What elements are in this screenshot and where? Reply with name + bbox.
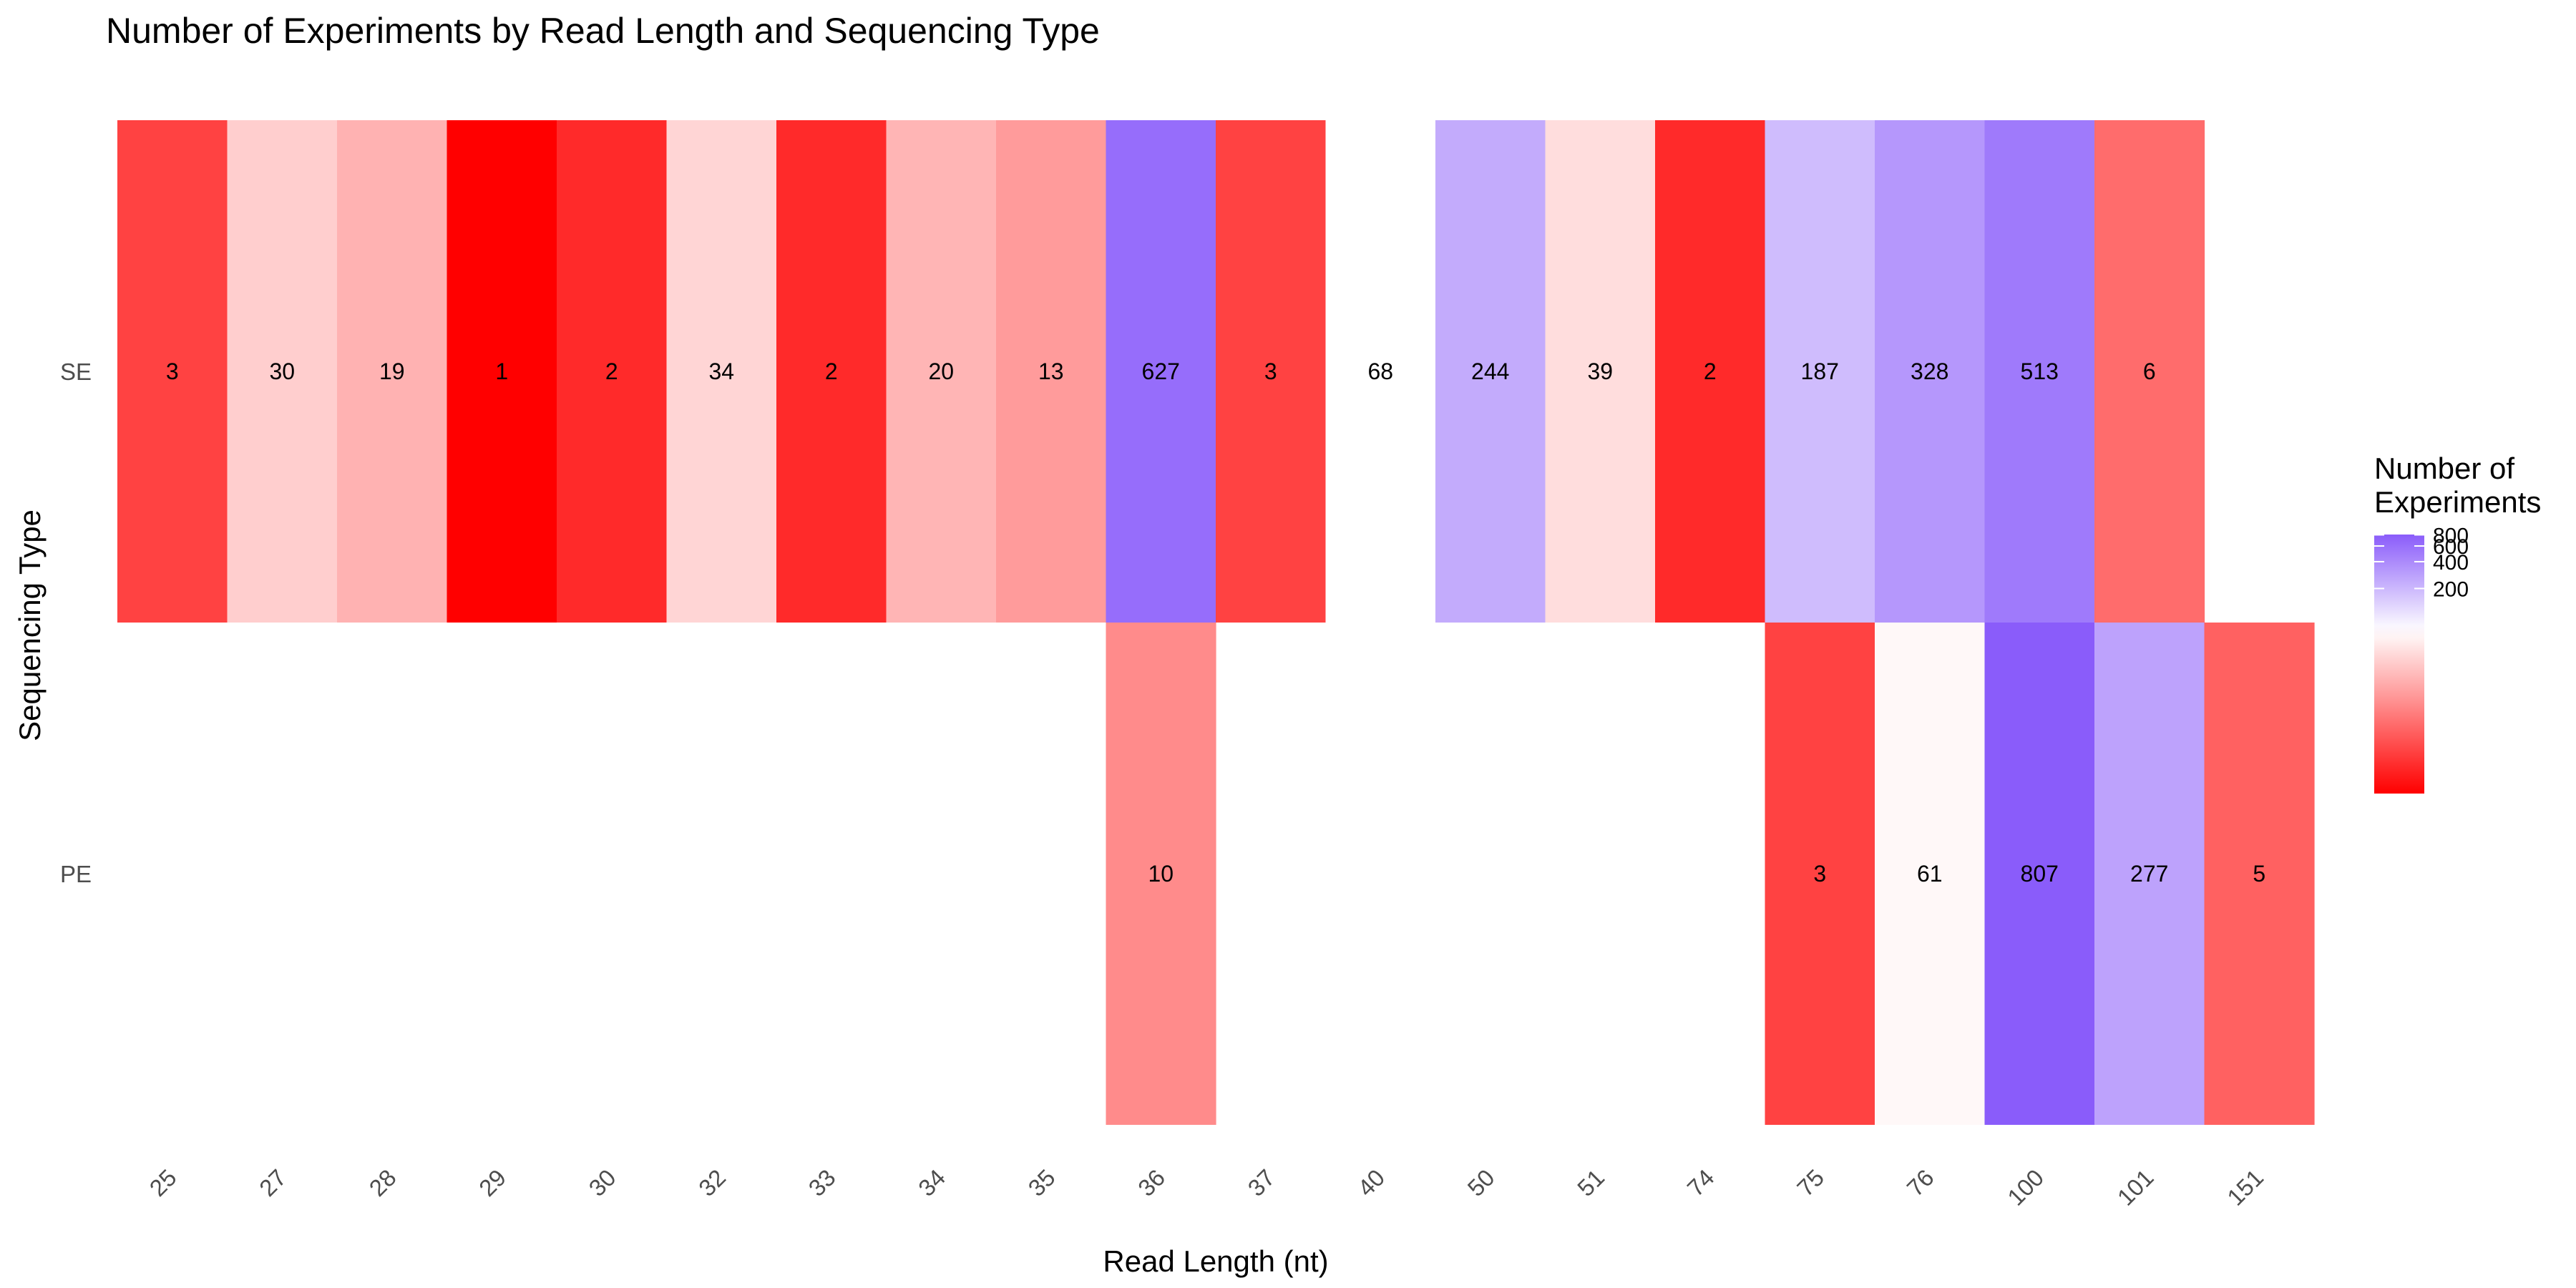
legend-colorbar — [2374, 535, 2424, 794]
heatmap-cell — [1216, 120, 1327, 623]
x-tick-label: 151 — [2222, 1164, 2268, 1211]
x-axis-ticks: 25 27 28 29 30 32 33 34 35 36 37 40 50 51 74 75 76 100 101… — [145, 1164, 2269, 1211]
heatmap-cell — [666, 120, 777, 623]
heatmap-cell — [1545, 120, 1656, 623]
cell-value-label: 2 — [825, 358, 838, 384]
x-tick-label: 40 — [1352, 1164, 1390, 1201]
x-tick-label: 32 — [693, 1164, 731, 1201]
legend-tick-label: 400 — [2433, 551, 2469, 575]
x-tick-label: 36 — [1133, 1164, 1170, 1201]
heatmap-cell — [117, 120, 228, 623]
x-tick-label: 76 — [1902, 1164, 1939, 1201]
heatmap-cell — [1655, 120, 1766, 623]
cell-value-label: 20 — [928, 358, 954, 384]
cell-value-label: 2 — [605, 358, 618, 384]
cell-value-label: 513 — [2021, 358, 2059, 384]
x-tick-label: 50 — [1463, 1164, 1500, 1201]
legend-title-line-2: Experiments — [2374, 485, 2541, 519]
heatmap-cell — [1875, 623, 1986, 1125]
cell-value-label: 3 — [1813, 861, 1826, 887]
x-tick-label: 27 — [254, 1164, 291, 1201]
x-tick-label: 34 — [913, 1164, 950, 1201]
heatmap-cell — [776, 120, 887, 623]
x-tick-label: 28 — [364, 1164, 401, 1201]
heatmap-cell — [227, 120, 338, 623]
heatmap-cells — [117, 120, 2315, 1125]
heatmap-cell — [1106, 120, 1216, 623]
cell-value-label: 39 — [1587, 358, 1613, 384]
cell-value-label: 627 — [1142, 358, 1180, 384]
cell-value-label: 13 — [1038, 358, 1064, 384]
heatmap-cell — [1325, 120, 1436, 623]
chart-title: Number of Experiments by Read Length and… — [106, 11, 1100, 51]
cell-value-label: 34 — [708, 358, 734, 384]
cell-value-label: 328 — [1911, 358, 1948, 384]
cell-value-label: 2 — [1704, 358, 1717, 384]
y-axis-ticks: SE PE — [60, 358, 92, 887]
x-tick-label: 30 — [584, 1164, 621, 1201]
x-tick-label: 37 — [1243, 1164, 1280, 1201]
legend-tick-label: 800 — [2433, 524, 2469, 547]
x-tick-label: 33 — [804, 1164, 841, 1201]
cell-value-labels: 3 30 19 1 2 34 2 20 13 627 3 68 244 39 2 187 328 513 6 10 3 6… — [166, 358, 2265, 887]
heatmap-cell — [1765, 120, 1875, 623]
x-tick-label: 101 — [2112, 1164, 2159, 1211]
x-tick-label: 100 — [2002, 1164, 2049, 1211]
y-tick-label: PE — [60, 861, 92, 887]
cell-value-label: 19 — [379, 358, 405, 384]
heatmap-cell — [886, 120, 997, 623]
legend-title-line-1: Number of — [2374, 452, 2514, 485]
cell-value-label: 10 — [1148, 861, 1174, 887]
heatmap-cell — [2204, 623, 2315, 1125]
x-tick-label: 75 — [1792, 1164, 1829, 1201]
cell-value-label: 61 — [1917, 861, 1943, 887]
cell-value-label: 3 — [1264, 358, 1277, 384]
x-tick-label: 25 — [145, 1164, 182, 1201]
cell-value-label: 807 — [2021, 861, 2059, 887]
heatmap-cell — [337, 120, 448, 623]
heatmap-cell — [2094, 120, 2205, 623]
cell-value-label: 68 — [1367, 358, 1393, 384]
x-axis-title: Read Length (nt) — [1103, 1244, 1328, 1278]
heatmap-cell — [996, 120, 1107, 623]
heatmap-cell — [557, 120, 668, 623]
legend-tick-label: 600 — [2433, 535, 2469, 559]
heatmap-cell — [1435, 120, 1546, 623]
heatmap-cell — [1984, 120, 2095, 623]
x-tick-label: 74 — [1682, 1164, 1719, 1201]
heatmap-cell — [1765, 623, 1875, 1125]
cell-value-label: 30 — [269, 358, 295, 384]
y-tick-label: SE — [60, 358, 92, 385]
heatmap-cell — [1875, 120, 1986, 623]
x-tick-label: 51 — [1572, 1164, 1609, 1201]
heatmap-cell — [2094, 623, 2205, 1125]
cell-value-label: 6 — [2143, 358, 2156, 384]
cell-value-label: 1 — [495, 358, 508, 384]
heatmap-cell — [1984, 623, 2095, 1125]
y-axis-title: Sequencing Type — [13, 509, 47, 741]
heatmap-cell — [1106, 623, 1216, 1125]
cell-value-label: 187 — [1801, 358, 1839, 384]
x-tick-label: 29 — [474, 1164, 511, 1201]
cell-value-label: 244 — [1471, 358, 1509, 384]
cell-value-label: 277 — [2130, 861, 2168, 887]
cell-value-label: 3 — [166, 358, 179, 384]
legend-tick-label: 200 — [2433, 577, 2469, 601]
heatmap-cell — [447, 120, 557, 623]
cell-value-label: 5 — [2253, 861, 2265, 887]
x-tick-label: 35 — [1023, 1164, 1060, 1201]
